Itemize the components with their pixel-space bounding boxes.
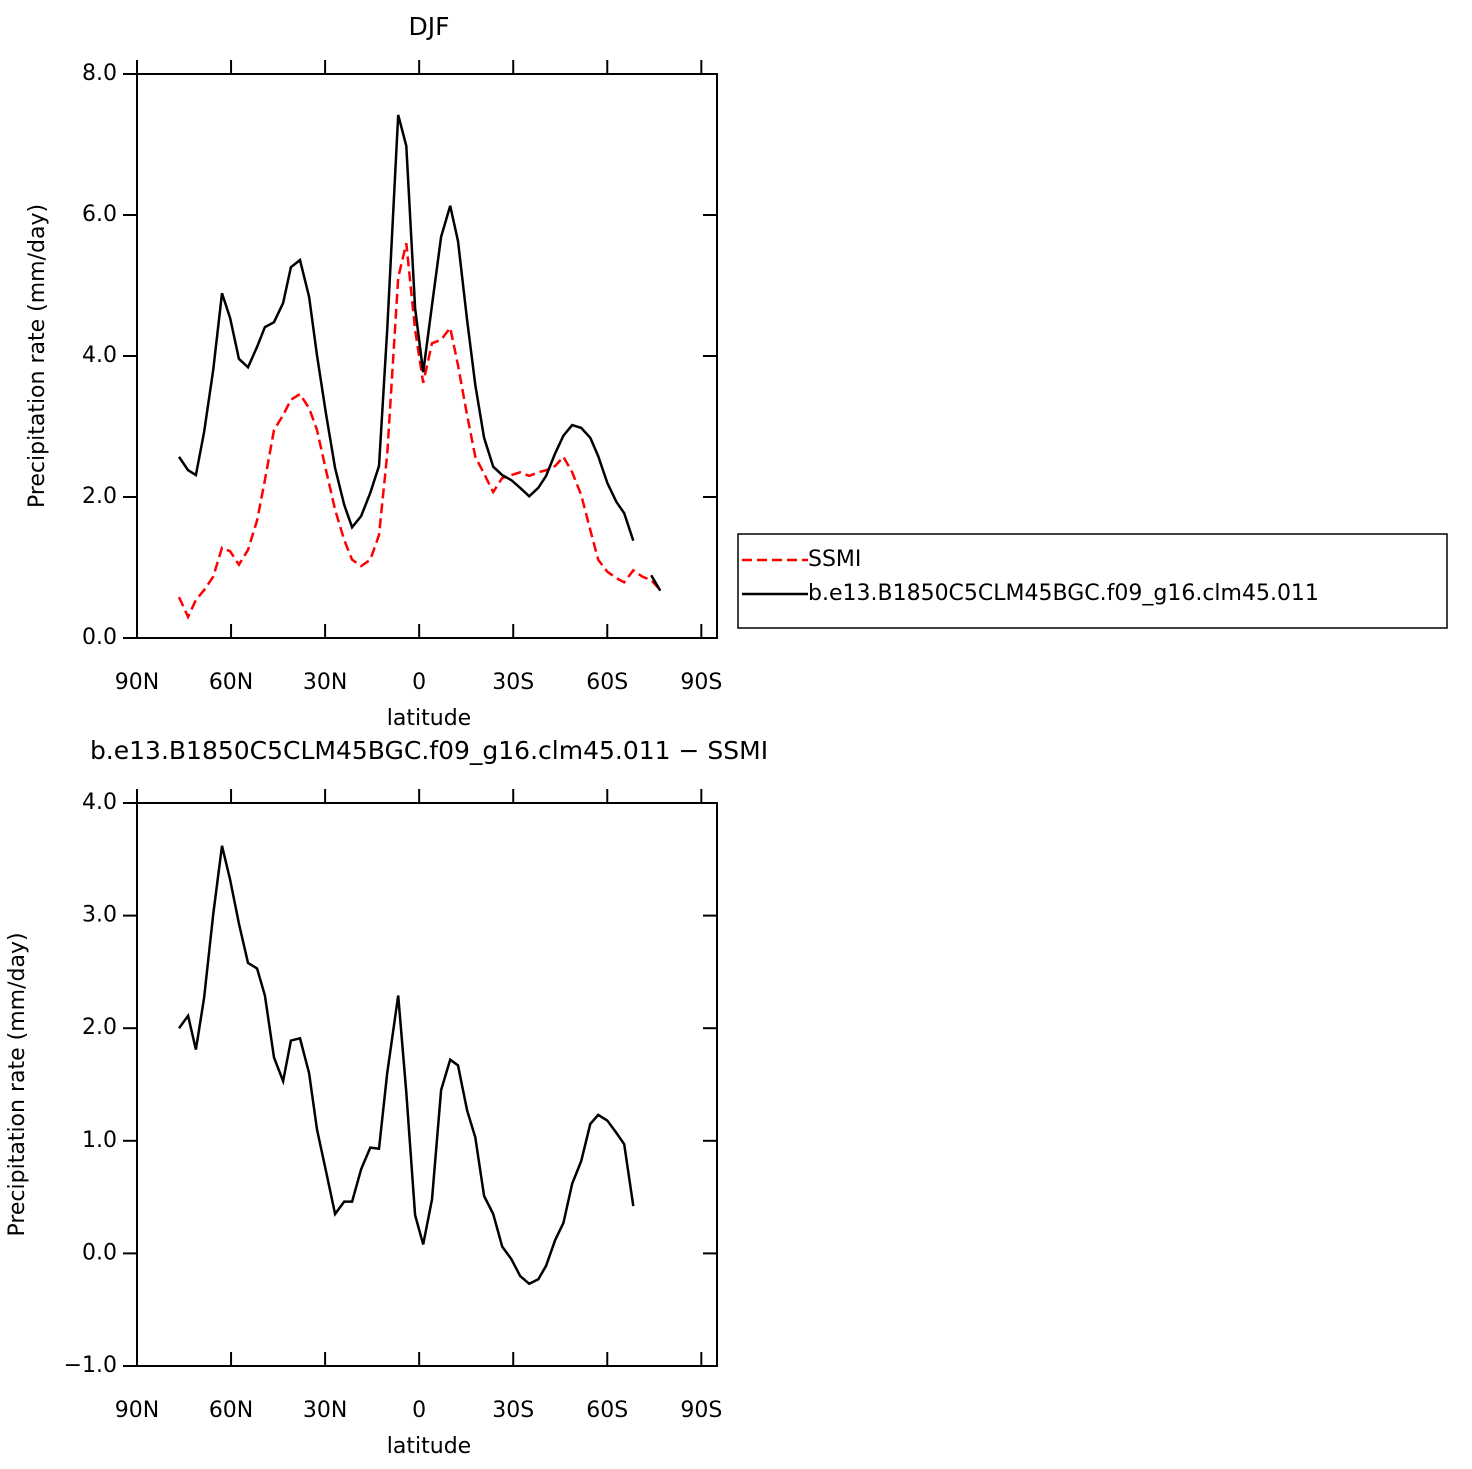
chart-title: b.e13.B1850C5CLM45BGC.f09_g16.clm45.011 …	[90, 736, 768, 765]
y-tick-label: −1.0	[64, 1353, 117, 1378]
x-tick-label: 0	[412, 670, 426, 695]
x-tick-label: 90N	[115, 1398, 159, 1423]
x-tick-label: 60S	[586, 1398, 628, 1423]
y-tick-label: 1.0	[82, 1128, 117, 1153]
x-axis-label: latitude	[387, 1434, 471, 1459]
x-tick-label: 90S	[680, 670, 722, 695]
plot-frame	[136, 73, 718, 639]
data-line	[177, 114, 635, 542]
data-line	[177, 242, 662, 620]
y-tick-label: 6.0	[82, 202, 117, 227]
y-tick-label: 3.0	[82, 903, 117, 928]
y-axis-label: Precipitation rate (mm/day)	[25, 204, 50, 508]
x-tick-label: 60N	[209, 670, 253, 695]
y-tick-label: 2.0	[82, 1015, 117, 1040]
chart-title: DJF	[408, 12, 449, 41]
plot-frame	[136, 802, 718, 1367]
x-tick-label: 60N	[209, 1398, 253, 1423]
y-tick-label: 4.0	[82, 790, 117, 815]
x-tick-label: 90S	[680, 1398, 722, 1423]
x-tick-label: 30S	[492, 1398, 534, 1423]
x-tick-label: 90N	[115, 670, 159, 695]
y-tick-label: 2.0	[82, 484, 117, 509]
y-tick-label: 0.0	[82, 1240, 117, 1265]
y-tick-label: 4.0	[82, 343, 117, 368]
data-line	[650, 574, 662, 592]
y-axis-label: Precipitation rate (mm/day)	[5, 932, 30, 1236]
legend-label: SSMI	[808, 547, 861, 572]
data-line	[177, 845, 635, 1286]
x-tick-label: 30N	[303, 670, 347, 695]
x-axis-label: latitude	[387, 706, 471, 731]
y-tick-label: 8.0	[82, 61, 117, 86]
y-tick-label: 0.0	[82, 625, 117, 650]
x-tick-label: 0	[412, 1398, 426, 1423]
x-tick-label: 30N	[303, 1398, 347, 1423]
x-tick-label: 30S	[492, 670, 534, 695]
legend-box	[737, 533, 1448, 629]
x-tick-label: 60S	[586, 670, 628, 695]
legend-label: b.e13.B1850C5CLM45BGC.f09_g16.clm45.011	[808, 581, 1319, 606]
